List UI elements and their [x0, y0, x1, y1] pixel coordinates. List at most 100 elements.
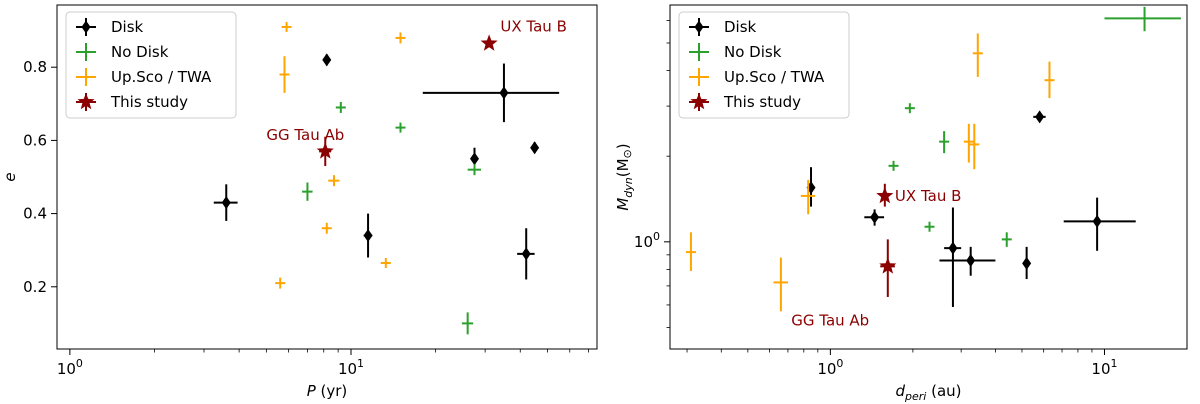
data-point-upsco [328, 175, 340, 187]
marker-disk [870, 210, 880, 224]
data-point-nodisk [939, 131, 950, 154]
legend-item-study: This study [76, 93, 188, 111]
marker-disk [966, 253, 976, 267]
data-point-upsco [380, 258, 391, 268]
y-axis-subscript: dyn [622, 177, 635, 197]
legend-item-nodisk: No Disk [689, 43, 782, 61]
data-point-upsco [800, 179, 816, 215]
series-study [316, 34, 498, 167]
x-tick-label: 101 [1091, 357, 1117, 378]
y-axis-label: e [1, 172, 19, 181]
data-point-upsco [972, 33, 983, 77]
x-axis-unit: (yr) [316, 382, 348, 400]
data-point-nodisk [924, 221, 935, 232]
data-point-disk [422, 63, 560, 123]
data-point-disk [944, 207, 962, 308]
series-disk [213, 53, 560, 280]
series-nodisk [302, 101, 481, 335]
data-point-disk [939, 246, 996, 276]
legend-item-nodisk: No Disk [76, 43, 169, 61]
legend: Disk No Disk Up.Sco / TWA This study [678, 11, 850, 119]
data-point-nodisk [335, 101, 346, 113]
data-point-upsco [321, 222, 332, 234]
data-point-upsco [685, 232, 696, 271]
data-point-upsco [281, 21, 292, 32]
x-tick-exponent: 1 [357, 357, 364, 370]
marker-disk [948, 241, 958, 255]
x-tick-base: 10 [1091, 360, 1110, 378]
marker-disk [1022, 256, 1032, 270]
y-tick-label: 0.8 [23, 58, 47, 76]
marker-disk [470, 152, 480, 166]
y-tick-label: 0.4 [23, 205, 47, 223]
marker-study [316, 142, 334, 159]
legend-label: No Disk [111, 43, 169, 61]
legend-marker-study [690, 93, 708, 110]
data-point-nodisk [1104, 6, 1181, 32]
marker-disk [521, 247, 531, 261]
y-axis-unit-close: ) [614, 143, 632, 149]
data-point-disk [530, 141, 540, 155]
legend-label: Disk [111, 18, 144, 36]
legend-label: This study [723, 93, 801, 111]
x-tick-exponent: 1 [1111, 357, 1118, 370]
legend-box [65, 11, 237, 119]
y-axis-unit: (M [614, 158, 632, 177]
data-point-study [879, 239, 897, 297]
marker-disk [221, 196, 231, 210]
data-point-nodisk [888, 160, 899, 171]
y-axis-symbol: e [1, 172, 19, 181]
data-point-study [316, 136, 334, 167]
x-tick-label: 100 [817, 357, 843, 378]
x-axis-label: P (yr) [307, 382, 348, 400]
data-point-disk [1063, 197, 1136, 251]
plot-frame [669, 4, 1188, 350]
data-point-nodisk [395, 122, 406, 133]
legend-label: This study [110, 93, 188, 111]
x-tick-exponent: 0 [836, 357, 843, 370]
series-nodisk [888, 6, 1181, 247]
data-point-nodisk [467, 164, 481, 176]
legend: Disk No Disk Up.Sco / TWA This study [65, 11, 237, 119]
legend-label: Up.Sco / TWA [724, 68, 825, 86]
x-tick-exponent: 0 [76, 357, 83, 370]
legend-label: Up.Sco / TWA [111, 68, 212, 86]
y-tick-exponent: 0 [653, 230, 660, 243]
x-axis-symbol: d [895, 382, 905, 400]
annotation-label: UX Tau B [895, 187, 961, 205]
data-point-nodisk [302, 182, 313, 201]
annotation-label: UX Tau B [500, 17, 566, 35]
legend-label: Disk [724, 18, 757, 36]
x-tick-base: 10 [817, 360, 836, 378]
data-point-upsco [275, 277, 286, 289]
data-point-disk [322, 53, 332, 67]
y-axis-symbol: M [614, 198, 632, 211]
data-point-disk [213, 184, 238, 221]
series-upsco [275, 21, 406, 289]
legend-item-disk: Disk [689, 18, 757, 36]
series-study [876, 183, 897, 297]
marker-disk [530, 141, 540, 155]
data-point-disk [363, 213, 373, 258]
marker-disk [1035, 110, 1045, 124]
marker-disk [499, 86, 509, 100]
x-axis-unit: (au) [926, 382, 961, 400]
plot-frame [56, 4, 598, 350]
data-point-disk [1033, 110, 1046, 124]
data-point-study [876, 183, 894, 207]
legend-label: No Disk [724, 43, 782, 61]
data-point-nodisk [1001, 232, 1012, 247]
y-tick-base: 10 [634, 233, 653, 251]
x-tick-label: 101 [338, 357, 364, 378]
x-axis-subscript: peri [904, 390, 926, 403]
series-upsco [685, 33, 1055, 312]
series-disk [806, 110, 1136, 308]
legend-item-disk: Disk [76, 18, 144, 36]
data-point-disk [1022, 246, 1032, 280]
x-axis-symbol: P [307, 382, 317, 400]
legend-item-study: This study [689, 93, 801, 111]
data-point-disk [517, 228, 535, 280]
data-point-upsco [279, 56, 290, 93]
